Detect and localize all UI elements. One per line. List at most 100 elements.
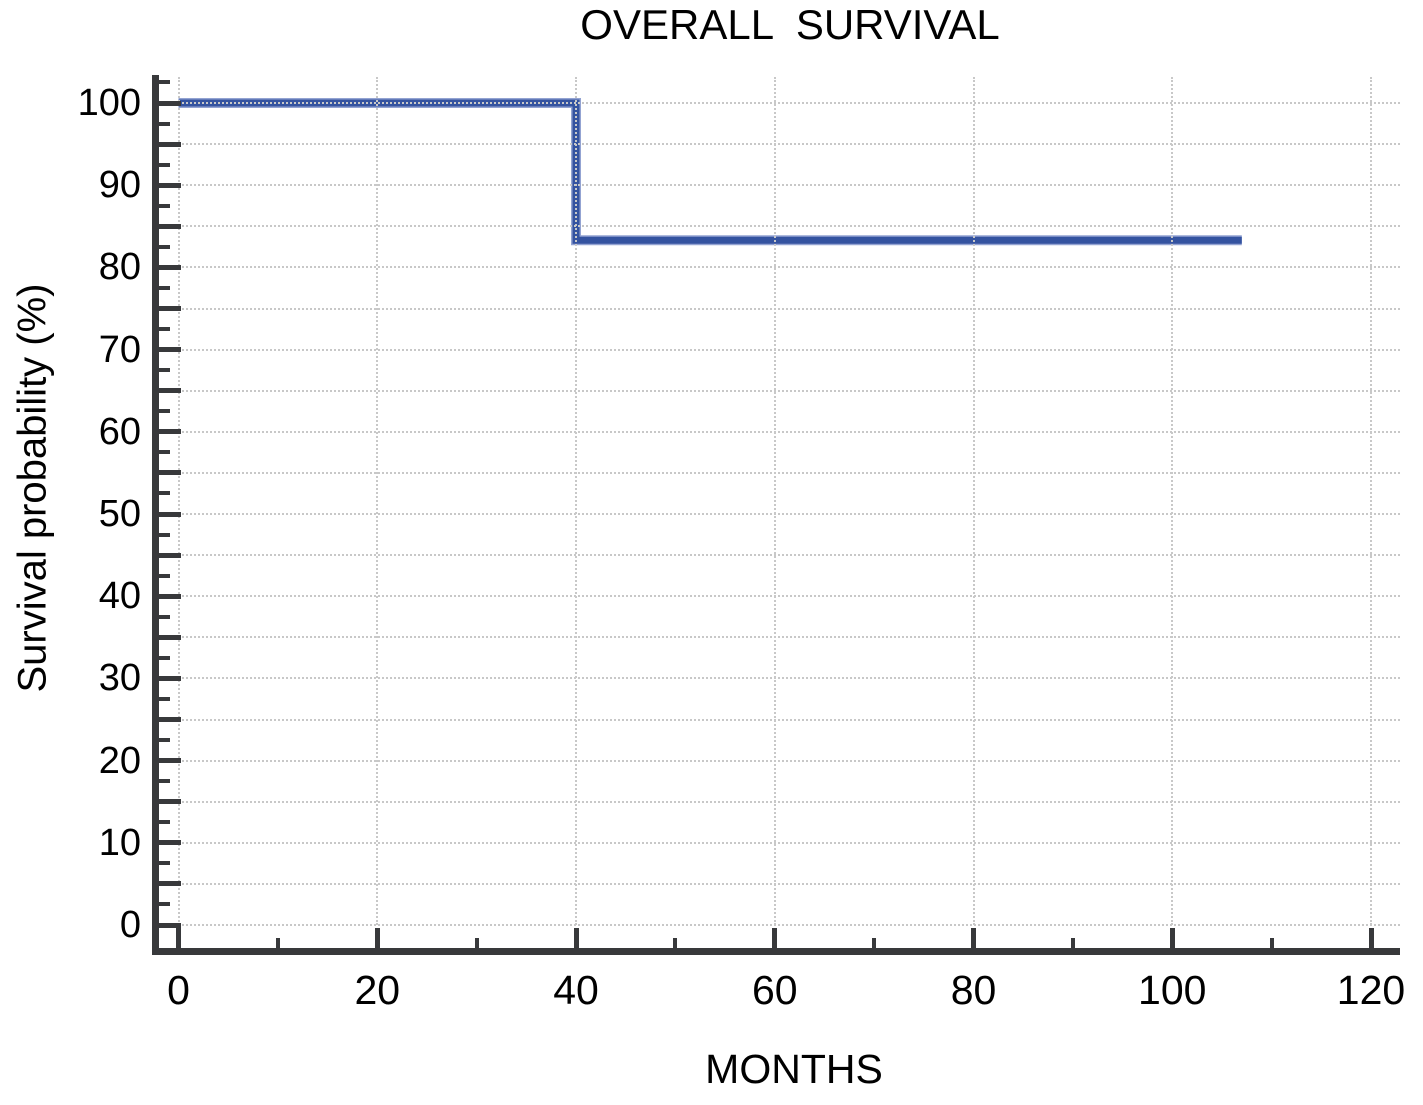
horizontal-gridline bbox=[159, 677, 1400, 680]
x-minor-tick bbox=[1269, 938, 1274, 948]
y-minor-tick bbox=[159, 902, 170, 907]
y-major-tick bbox=[159, 922, 181, 928]
vertical-gridline bbox=[575, 77, 577, 925]
vertical-gridline bbox=[177, 77, 180, 925]
plot-area bbox=[152, 75, 1400, 955]
survival-curve-halo bbox=[178, 98, 1242, 246]
y-tick-label: 80 bbox=[98, 246, 141, 289]
y-major-tick bbox=[159, 347, 181, 353]
y-minor-tick bbox=[159, 491, 170, 496]
x-major-tick bbox=[573, 928, 579, 948]
y-minor-tick bbox=[159, 121, 170, 126]
y-tick-label: 20 bbox=[98, 739, 141, 782]
x-minor-tick bbox=[474, 938, 479, 948]
y-tick-label: 60 bbox=[98, 410, 141, 453]
x-tick-label: 40 bbox=[553, 967, 599, 1013]
vertical-gridline bbox=[376, 77, 379, 925]
horizontal-gridline bbox=[159, 800, 1400, 803]
horizontal-gridline bbox=[159, 102, 1400, 104]
y-minor-tick bbox=[159, 450, 170, 455]
y-major-tick bbox=[159, 634, 181, 640]
y-tick-label: 10 bbox=[98, 821, 141, 864]
y-minor-tick bbox=[159, 861, 170, 866]
horizontal-gridline bbox=[159, 184, 1400, 187]
y-minor-tick bbox=[159, 820, 170, 825]
survival-curve bbox=[178, 99, 1242, 244]
y-major-tick bbox=[159, 758, 181, 764]
y-major-tick bbox=[159, 717, 181, 722]
horizontal-gridline bbox=[159, 882, 1400, 885]
horizontal-gridline bbox=[159, 841, 1400, 844]
x-major-tick bbox=[772, 928, 778, 948]
x-major-tick bbox=[1368, 928, 1374, 948]
y-minor-tick bbox=[159, 738, 170, 743]
horizontal-gridline bbox=[159, 348, 1400, 351]
horizontal-gridline bbox=[159, 430, 1400, 433]
horizontal-gridline bbox=[159, 307, 1400, 310]
x-axis-spine bbox=[152, 948, 1400, 955]
x-tick-label: 100 bbox=[1138, 967, 1207, 1013]
horizontal-gridline bbox=[159, 554, 1400, 557]
x-minor-tick bbox=[673, 938, 678, 948]
y-tick-label: 50 bbox=[98, 493, 141, 535]
x-major-tick bbox=[971, 928, 976, 948]
vertical-gridline bbox=[972, 77, 975, 925]
y-tick-label: 70 bbox=[98, 328, 141, 371]
y-tick-label: 100 bbox=[77, 82, 141, 124]
y-minor-tick bbox=[159, 368, 170, 373]
y-major-tick bbox=[159, 593, 181, 599]
y-major-tick bbox=[159, 470, 181, 476]
vertical-gridline bbox=[1171, 77, 1174, 925]
survival-curve-canvas bbox=[178, 98, 1242, 246]
y-major-tick bbox=[159, 264, 181, 270]
x-major-tick bbox=[1169, 928, 1175, 948]
y-minor-tick bbox=[159, 573, 170, 578]
horizontal-gridline bbox=[159, 595, 1400, 598]
x-tick-label: 120 bbox=[1336, 967, 1406, 1013]
y-major-tick bbox=[159, 840, 181, 846]
x-tick-label: 60 bbox=[751, 967, 798, 1013]
y-minor-tick bbox=[159, 244, 170, 249]
y-minor-tick bbox=[159, 203, 170, 208]
y-major-tick bbox=[159, 100, 181, 106]
y-tick-label: 30 bbox=[98, 657, 141, 700]
y-minor-tick bbox=[159, 696, 170, 701]
horizontal-gridline bbox=[159, 143, 1400, 146]
x-major-tick bbox=[176, 928, 181, 948]
y-minor-tick bbox=[159, 532, 170, 537]
y-minor-tick bbox=[159, 285, 170, 290]
horizontal-gridline bbox=[159, 759, 1400, 762]
horizontal-gridline bbox=[159, 266, 1400, 269]
x-tick-label: 0 bbox=[167, 967, 190, 1013]
y-minor-tick bbox=[159, 80, 170, 85]
y-tick-label: 90 bbox=[98, 164, 141, 207]
x-minor-tick bbox=[275, 938, 280, 948]
x-tick-label: 20 bbox=[354, 967, 401, 1013]
y-major-tick bbox=[159, 429, 181, 435]
y-major-tick bbox=[159, 675, 181, 681]
horizontal-gridline bbox=[159, 513, 1400, 515]
x-axis-label: MONTHS bbox=[705, 1046, 883, 1092]
x-minor-tick bbox=[1070, 938, 1075, 948]
horizontal-gridline bbox=[159, 225, 1400, 228]
y-minor-tick bbox=[159, 614, 170, 619]
y-axis-spine bbox=[152, 75, 159, 955]
y-major-tick bbox=[159, 799, 181, 805]
y-major-tick bbox=[159, 388, 181, 394]
y-tick-label: 0 bbox=[119, 904, 141, 946]
y-major-tick bbox=[159, 141, 181, 147]
y-major-tick bbox=[159, 881, 181, 887]
y-axis-label: Survival probability (%) bbox=[10, 283, 55, 693]
horizontal-gridline bbox=[159, 389, 1400, 392]
y-tick-label: 40 bbox=[98, 575, 141, 618]
y-major-tick bbox=[159, 552, 181, 558]
y-major-tick bbox=[159, 306, 181, 311]
horizontal-gridline bbox=[159, 471, 1400, 474]
y-major-tick bbox=[159, 223, 181, 229]
y-major-tick bbox=[159, 511, 181, 517]
horizontal-gridline bbox=[159, 924, 1400, 926]
x-tick-label: 80 bbox=[950, 967, 997, 1013]
horizontal-gridline bbox=[159, 636, 1400, 639]
horizontal-gridline bbox=[159, 718, 1400, 721]
